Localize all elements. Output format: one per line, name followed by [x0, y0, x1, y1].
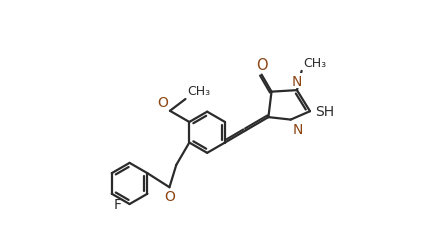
Text: CH₃: CH₃: [303, 57, 326, 70]
Text: N: N: [292, 74, 302, 88]
Text: N: N: [292, 122, 303, 136]
Text: F: F: [114, 197, 122, 211]
Text: CH₃: CH₃: [187, 85, 210, 98]
Text: SH: SH: [316, 105, 335, 119]
Text: O: O: [157, 96, 168, 110]
Text: O: O: [164, 189, 175, 203]
Text: O: O: [256, 58, 267, 73]
